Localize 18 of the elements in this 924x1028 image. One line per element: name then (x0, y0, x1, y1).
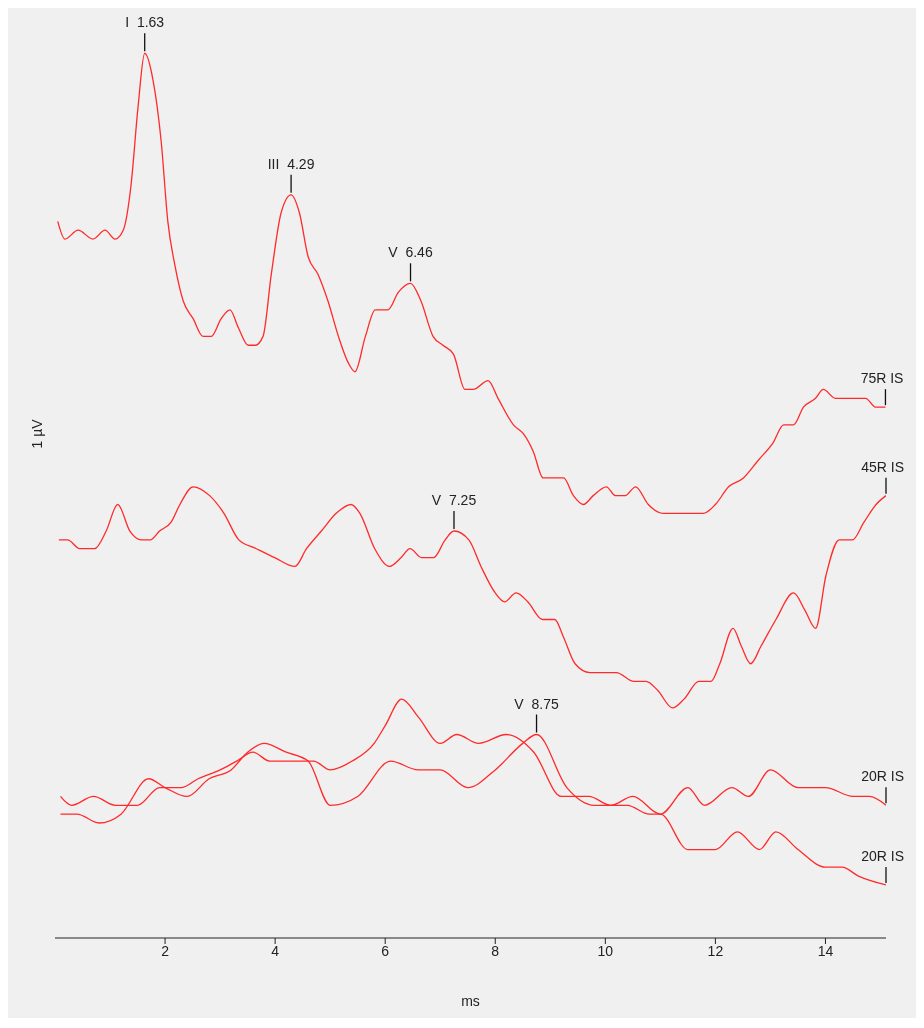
series-label: 75R IS (860, 370, 904, 387)
annotation: I 1.63 (125, 14, 165, 31)
x-tick-label: 8 (491, 942, 500, 959)
series-label: 20R IS (861, 847, 904, 864)
x-axis-title: ms (461, 993, 480, 1009)
annotation: V 6.46 (388, 244, 433, 261)
series-label: 45R IS (861, 458, 904, 475)
annotation: V 7.25 (431, 492, 477, 509)
x-tick-label: 12 (707, 942, 724, 959)
x-tick-label: 2 (161, 942, 170, 959)
x-tick-label: 10 (597, 942, 614, 959)
annotation: V 8.75 (514, 695, 559, 712)
series-label: 20R IS (861, 768, 904, 785)
annotation: III 4.29 (267, 155, 315, 172)
y-axis-title: 1 µV (28, 419, 45, 449)
x-tick-label: 6 (381, 942, 390, 959)
x-tick-label: 14 (817, 942, 834, 959)
x-tick-label: 4 (271, 942, 280, 959)
